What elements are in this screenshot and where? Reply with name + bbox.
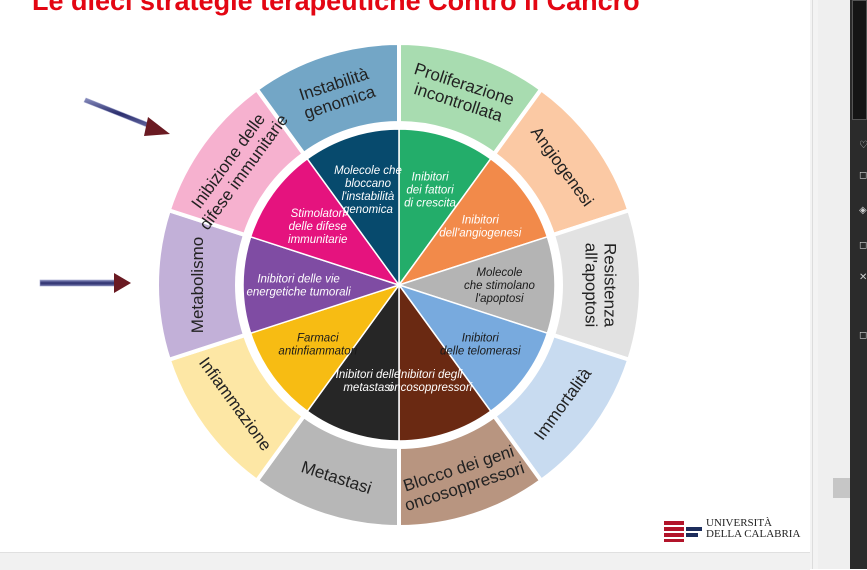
scrollbar-thumb[interactable] [833,478,850,498]
arrow-immune [83,97,170,136]
outer-segment-9 [253,40,401,157]
dark-sidebar [850,0,867,569]
inner-segment-3 [397,283,549,413]
inner-segment-4 [398,282,492,442]
vertical-scrollbar[interactable] [818,0,850,569]
inner-segment-5 [306,282,400,442]
inner-label-5: Inibitori delle metastasi [336,369,401,394]
inner-label-6: Farmaci antinfiammatori [278,333,357,358]
university-logo: UNIVERSITÀ DELLA CALABRIA [664,518,804,544]
inner-label-8: Stimolatori delle difese immunitarie [288,208,347,246]
sidebar-icon-3[interactable]: ◈ [859,205,867,216]
university-name: UNIVERSITÀ DELLA CALABRIA [706,518,800,540]
sidebar-icon-6[interactable]: ◻ [859,330,867,341]
outer-label-7: Metabolismo [188,237,207,333]
inner-segment-0 [398,128,492,288]
sidebar-icon-4[interactable]: ◻ [859,240,867,251]
sidebar-icon-5[interactable]: ✕ [859,272,867,283]
logo-line-1: UNIVERSITÀ [706,517,772,529]
slide: Le dieci strategie terapeutiche Contro i… [32,0,804,544]
inner-label-2: Molecole che stimolano l'apoptosi [464,267,536,305]
inner-label-4: Inibitori degli oncosoppressori [388,369,473,394]
inner-label-1: Inibitori dell'angiogenesi [439,214,522,239]
arrow-metabolism [39,273,131,293]
therapy-wheel: ProliferazioneincontrollataAngiogenesiRe… [156,40,642,527]
sidebar-icon-2[interactable]: ◻ [859,170,867,181]
inner-label-7: Inibitori delle vie energetiche tumorali [246,274,351,299]
inner-segment-9 [306,128,400,288]
inner-segment-1 [397,157,549,287]
inner-segment-2 [396,235,556,335]
outer-label-2: Resistenzaall'apoptosi [582,243,620,328]
inner-label-3: Inibitori delle telomerasi [440,333,521,358]
slide-title: Le dieci strategie terapeutiche Contro i… [32,0,640,16]
dark-preview-pane [852,0,867,120]
logo-line-2: DELLA CALABRIA [706,528,801,540]
unical-logo-icon [664,521,702,542]
inner-label-0: Inibitori dei fattori di crescita [404,171,456,209]
inner-label-9: Molecole che bloccano l'instabilità genomic… [334,165,402,216]
inner-segment-6 [249,283,401,413]
sidebar-icon-1[interactable]: ♡ [859,140,867,151]
notes-strip [0,552,810,570]
panel-divider [812,0,813,569]
inner-segment-7 [242,235,402,335]
inner-segment-8 [249,157,401,287]
